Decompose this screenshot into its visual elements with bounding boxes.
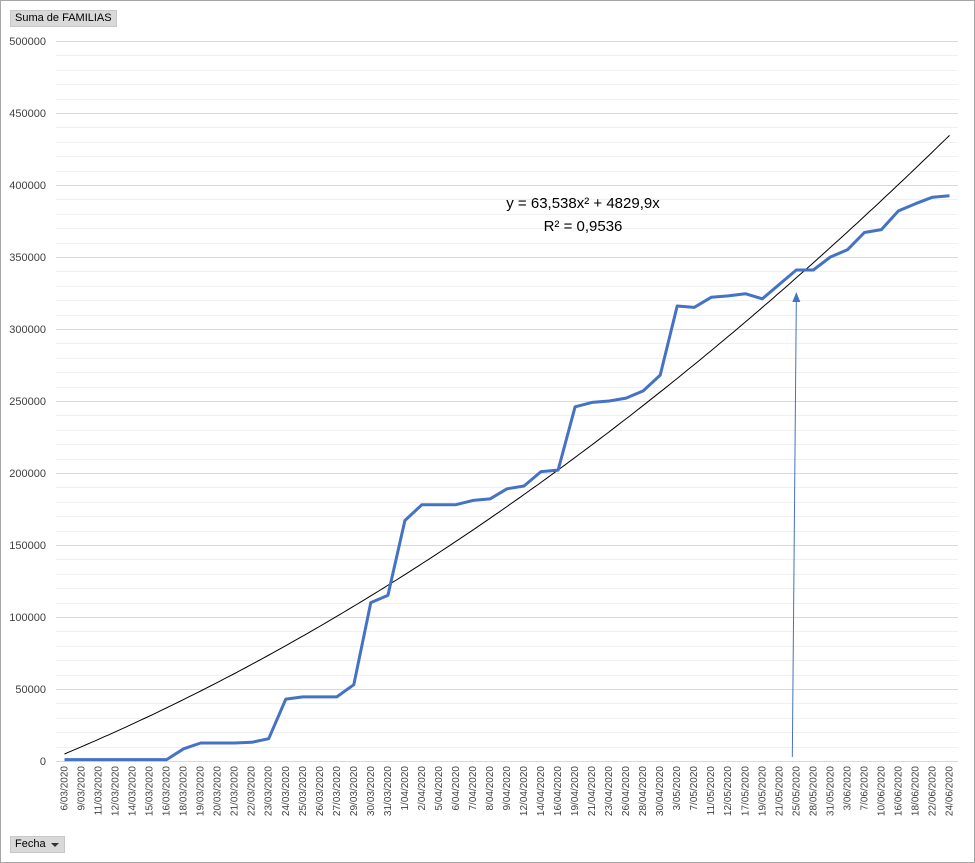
x-tick-label: 26/03/2020 (315, 766, 326, 816)
x-tick-label: 6/03/2020 (60, 766, 71, 811)
x-tick-label: 3/06/2020 (842, 766, 853, 811)
x-tick-label: 19/04/2020 (570, 766, 581, 816)
x-tick-label: 25/03/2020 (298, 766, 309, 816)
x-tick-label: 18/03/2020 (179, 766, 190, 816)
x-tick-label: 29/03/2020 (349, 766, 360, 816)
y-tick-label: 0 (40, 756, 46, 768)
trendline (64, 135, 950, 755)
dropdown-caret-icon (50, 843, 59, 847)
x-tick-label: 7/06/2020 (859, 766, 870, 811)
x-tick-label: 23/04/2020 (604, 766, 615, 816)
x-tick-label: 19/03/2020 (196, 766, 207, 816)
x-tick-label: 8/04/2020 (485, 766, 496, 811)
y-tick-label: 250000 (9, 396, 46, 408)
x-tick-label: 9/04/2020 (502, 766, 513, 811)
y-tick-label: 350000 (9, 252, 46, 264)
x-tick-label: 21/04/2020 (587, 766, 598, 816)
y-tick-label: 200000 (9, 468, 46, 480)
x-tick-label: 5/04/2020 (434, 766, 445, 811)
x-tick-label: 1/04/2020 (400, 766, 411, 811)
trendline-r2: R² = 0,9536 (544, 218, 623, 235)
x-tick-label: 11/03/2020 (94, 766, 105, 816)
x-tick-label: 30/03/2020 (366, 766, 377, 816)
x-tick-label: 31/03/2020 (383, 766, 394, 816)
x-tick-label: 26/04/2020 (621, 766, 632, 816)
x-tick-label: 21/03/2020 (230, 766, 241, 816)
x-tick-label: 19/05/2020 (757, 766, 768, 816)
x-tick-label: 14/03/2020 (128, 766, 139, 816)
y-tick-label: 500000 (9, 36, 46, 48)
y-tick-label: 450000 (9, 108, 46, 120)
axis-field-label: Fecha (15, 838, 46, 850)
x-tick-label: 2/04/2020 (417, 766, 428, 811)
y-tick-label: 150000 (9, 540, 46, 552)
axis-field-button[interactable]: Fecha (10, 836, 65, 853)
x-tick-label: 10/06/2020 (876, 766, 887, 816)
x-tick-label: 16/04/2020 (553, 766, 564, 816)
x-tick-label: 12/05/2020 (723, 766, 734, 816)
x-tick-label: 22/06/2020 (927, 766, 938, 816)
x-tick-label: 31/05/2020 (825, 766, 836, 816)
gridlines (56, 41, 958, 762)
x-tick-label: 27/03/2020 (332, 766, 343, 816)
x-tick-label: 12/04/2020 (519, 766, 530, 816)
value-field-button[interactable]: Suma de FAMILIAS (10, 10, 117, 27)
series-line-suma-familias (64, 194, 950, 762)
trendline-equation: y = 63,538x² + 4829,9x (506, 195, 660, 212)
x-tick-label: 3/05/2020 (672, 766, 683, 811)
y-axis-ticks: 0 50000 100000 150000 200000 250000 300000 3500… (9, 36, 46, 768)
x-tick-label: 18/06/2020 (910, 766, 921, 816)
x-tick-label: 14/04/2020 (536, 766, 547, 816)
x-tick-label: 16/03/2020 (162, 766, 173, 816)
x-tick-label: 24/06/2020 (944, 766, 955, 816)
x-axis-ticks: 6/03/2020 9/03/2020 11/03/2020 12/03/2020 14… (60, 766, 956, 816)
x-tick-label: 17/05/2020 (740, 766, 751, 816)
x-tick-label: 28/04/2020 (638, 766, 649, 816)
annotation-arrow (791, 292, 801, 758)
x-tick-label: 22/03/2020 (247, 766, 258, 816)
y-tick-label: 50000 (15, 684, 46, 696)
x-tick-label: 21/05/2020 (774, 766, 785, 816)
y-tick-label: 100000 (9, 612, 46, 624)
x-tick-label: 20/03/2020 (213, 766, 224, 816)
x-tick-label: 7/05/2020 (689, 766, 700, 811)
x-tick-label: 11/05/2020 (706, 766, 717, 816)
x-tick-label: 28/05/2020 (808, 766, 819, 816)
x-tick-label: 6/04/2020 (451, 766, 462, 811)
arrow-head-icon (792, 292, 801, 302)
x-tick-label: 12/03/2020 (111, 766, 122, 816)
x-tick-label: 15/03/2020 (145, 766, 156, 816)
x-tick-label: 24/03/2020 (281, 766, 292, 816)
x-tick-label: 16/06/2020 (893, 766, 904, 816)
arrow-shaft (791, 299, 797, 758)
x-tick-label: 7/04/2020 (468, 766, 479, 811)
y-tick-label: 400000 (9, 180, 46, 192)
x-tick-label: 30/04/2020 (655, 766, 666, 816)
x-tick-label: 9/03/2020 (77, 766, 88, 811)
x-tick-label: 23/03/2020 (264, 766, 275, 816)
y-tick-label: 300000 (9, 324, 46, 336)
x-tick-label: 25/05/2020 (791, 766, 802, 816)
